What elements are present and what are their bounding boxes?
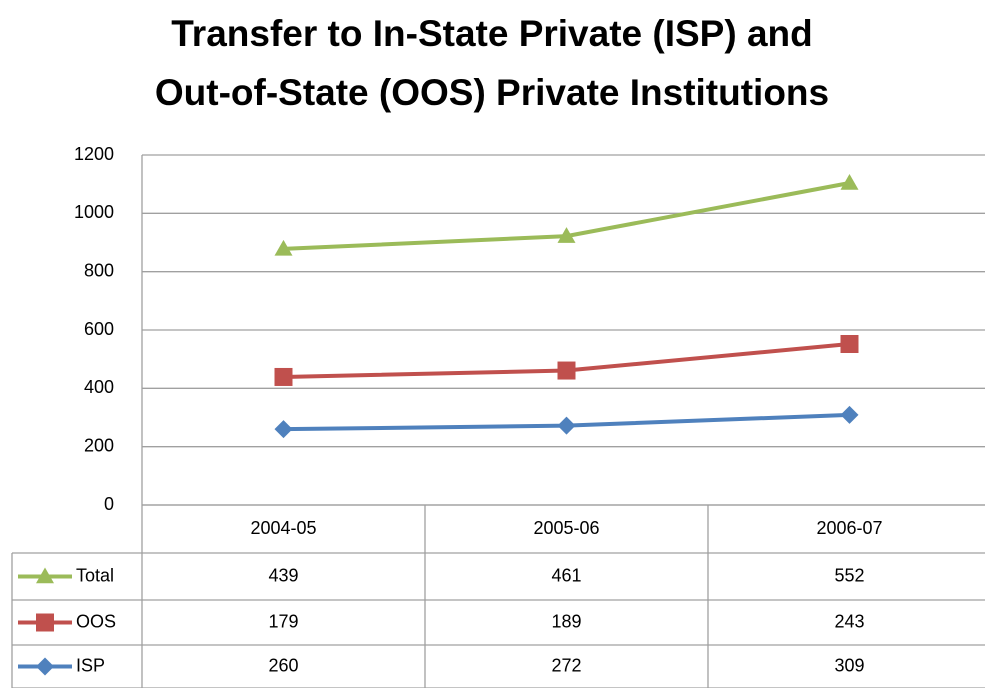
legend-marker — [36, 567, 54, 584]
table-value: 552 — [834, 565, 864, 585]
table-value: 243 — [834, 611, 864, 631]
marker — [840, 174, 859, 190]
chart-title: Out-of-State (OOS) Private Institutions — [155, 72, 829, 113]
legend-label: Total — [76, 565, 114, 585]
marker — [557, 227, 576, 243]
table-value: 260 — [268, 655, 298, 675]
y-tick-label: 1000 — [74, 202, 114, 222]
legend-marker — [36, 657, 54, 676]
y-tick-label: 0 — [104, 494, 114, 514]
marker — [557, 361, 576, 380]
marker — [274, 420, 293, 439]
legend-label: ISP — [76, 655, 105, 675]
x-tick-label: 2006-07 — [816, 518, 882, 538]
y-tick-label: 800 — [84, 260, 114, 280]
marker — [840, 405, 859, 424]
x-tick-label: 2005-06 — [533, 518, 599, 538]
table-value: 189 — [551, 611, 581, 631]
legend-label: OOS — [76, 611, 116, 631]
table-value: 461 — [551, 565, 581, 585]
table-value: 272 — [551, 655, 581, 675]
x-tick-label: 2004-05 — [250, 518, 316, 538]
table-value: 179 — [268, 611, 298, 631]
chart-title: Transfer to In-State Private (ISP) and — [171, 13, 812, 54]
marker — [274, 367, 293, 386]
legend-marker — [36, 613, 54, 632]
y-tick-label: 1200 — [74, 144, 114, 164]
y-tick-label: 200 — [84, 435, 114, 455]
marker — [840, 335, 859, 353]
marker — [274, 239, 293, 256]
y-tick-label: 600 — [84, 319, 114, 339]
marker — [557, 416, 576, 435]
table-value: 309 — [834, 655, 864, 675]
table-value: 439 — [268, 565, 298, 585]
y-tick-label: 400 — [84, 377, 114, 397]
